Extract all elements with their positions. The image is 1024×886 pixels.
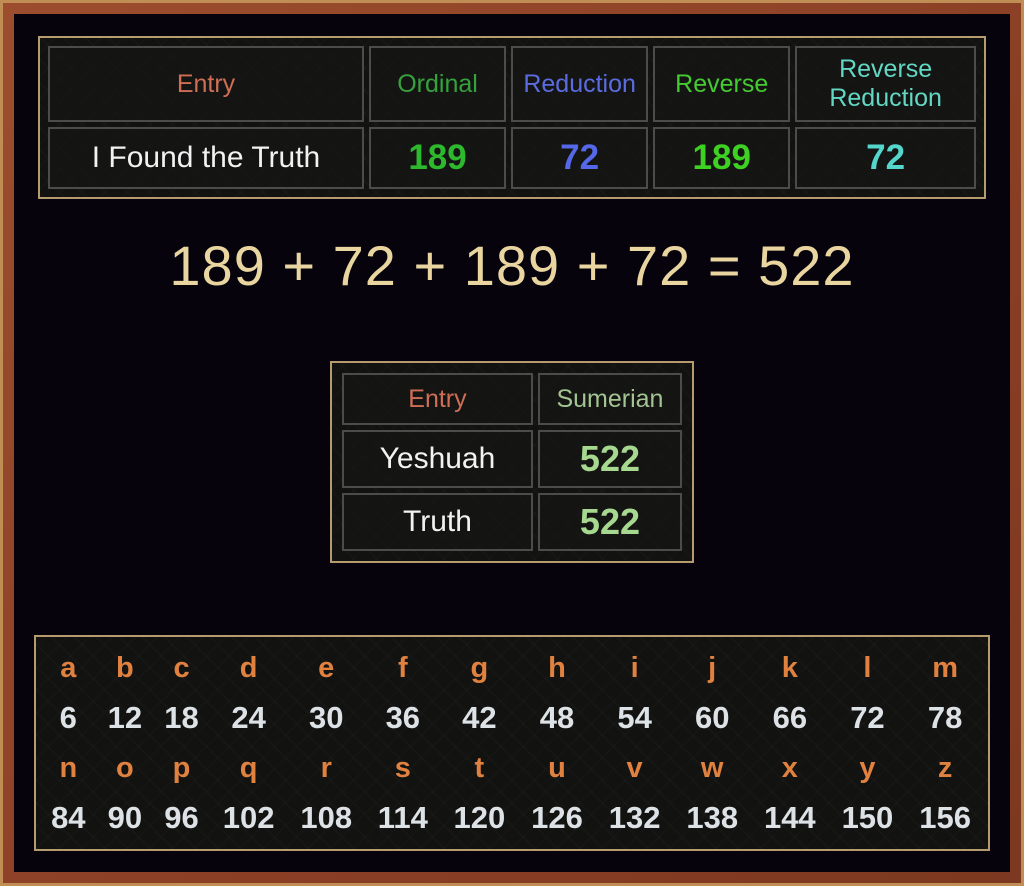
- sumerian-header-row: Entry Sumerian: [342, 373, 682, 425]
- cipher-value-cell: 144: [763, 800, 816, 835]
- cipher-value-cell: 90: [107, 800, 143, 835]
- sumerian-row-truth: Truth 522: [342, 493, 682, 551]
- cipher-value-cell: 84: [51, 800, 86, 835]
- cipher-letter-cell: f: [397, 651, 408, 684]
- sumerian-row-yeshuah: Yeshuah 522: [342, 430, 682, 488]
- reverse-value-cell[interactable]: 189: [653, 127, 791, 189]
- cipher-value-cell: 132: [608, 800, 661, 835]
- cipher-value-cell: 42: [462, 700, 497, 735]
- cipher-value-cell: 126: [531, 800, 583, 835]
- sumerian-value-cell[interactable]: 522: [537, 430, 682, 488]
- cipher-letter-cell: c: [173, 651, 190, 684]
- cipher-letters-row-1: a b c d e f g h i j k l m: [40, 643, 984, 693]
- cipher-value-cell: 36: [385, 700, 421, 735]
- results-header-row: Entry Ordinal Reduction Reverse Reverse …: [48, 46, 976, 122]
- ordinal-value-cell[interactable]: 189: [368, 127, 507, 189]
- cipher-letter-cell: t: [474, 751, 485, 784]
- cipher-letter-cell: e: [318, 651, 335, 684]
- cipher-letter-cell: g: [470, 651, 489, 684]
- sum-equation: 189 + 72 + 189 + 72 = 522: [169, 234, 855, 297]
- cipher-value-cell: 18: [164, 700, 199, 735]
- cipher-letter-cell: p: [172, 751, 191, 784]
- reduction-value-cell[interactable]: 72: [511, 127, 649, 189]
- cipher-letter-cell: m: [932, 651, 959, 684]
- cipher-letter-cell: l: [863, 651, 872, 684]
- cipher-letter-cell: s: [394, 751, 411, 784]
- cipher-values-row-2: 84 90 96 102 108 114 120 126 132 138 144…: [40, 793, 984, 843]
- reverse-column-header[interactable]: Reverse: [653, 46, 791, 122]
- sumerian-value-cell[interactable]: 522: [537, 493, 682, 551]
- cipher-letter-cell: u: [548, 751, 566, 784]
- cipher-letter-cell: z: [937, 751, 953, 784]
- main-content: Entry Ordinal Reduction Reverse Reverse …: [14, 14, 1010, 872]
- cipher-letters-row-2: n o p q r s t u v w x y z: [40, 743, 984, 793]
- cipher-value-cell: 78: [927, 700, 963, 735]
- cipher-letter-cell: v: [626, 751, 643, 784]
- cipher-value-cell: 150: [841, 800, 894, 835]
- cipher-letter-cell: k: [781, 651, 798, 684]
- cipher-value-cell: 24: [231, 700, 266, 735]
- cipher-letter-cell: h: [548, 651, 566, 684]
- cipher-value-cell: 54: [617, 700, 652, 735]
- cipher-value-cell: 60: [694, 700, 730, 735]
- cipher-value-cell: 102: [222, 800, 275, 835]
- cipher-value-cell: 156: [919, 800, 971, 835]
- ordinal-column-header[interactable]: Ordinal: [368, 46, 507, 122]
- cipher-letter-cell: a: [60, 651, 77, 684]
- entry-phrase-cell: Truth: [342, 493, 533, 551]
- cipher-letter-cell: n: [59, 751, 78, 784]
- gematria-results-table: Entry Ordinal Reduction Reverse Reverse …: [38, 36, 986, 199]
- cipher-value-cell: 6: [59, 700, 77, 735]
- results-data-row: I Found the Truth 189 72 189 72: [48, 127, 976, 189]
- cipher-letter-cell: d: [239, 651, 258, 684]
- cipher-letter-cell: x: [781, 751, 798, 784]
- cipher-value-cell: 108: [300, 800, 353, 835]
- cipher-value-cell: 114: [377, 800, 428, 835]
- reverse-reduction-column-header[interactable]: Reverse Reduction: [795, 46, 976, 122]
- sumerian-matches-table: Entry Sumerian Yeshuah 522 Truth 522: [330, 361, 694, 563]
- reduction-column-header[interactable]: Reduction: [511, 46, 649, 122]
- cipher-value-cell: 12: [107, 700, 143, 735]
- cipher-letter-cell: o: [116, 751, 134, 784]
- cipher-letter-cell: i: [630, 651, 639, 684]
- entry-column-header[interactable]: Entry: [342, 373, 533, 425]
- cipher-letter-cell: j: [708, 651, 717, 684]
- cipher-letter-cell: w: [700, 751, 724, 784]
- cipher-letter-cell: b: [116, 651, 134, 684]
- entry-phrase-cell: Yeshuah: [342, 430, 533, 488]
- sumerian-column-header[interactable]: Sumerian: [537, 373, 682, 425]
- brick-border: Entry Ordinal Reduction Reverse Reverse …: [3, 3, 1021, 883]
- cipher-letter-cell: y: [859, 751, 876, 784]
- cipher-value-cell: 120: [453, 800, 506, 835]
- cipher-letter-cell: r: [320, 751, 332, 784]
- cipher-value-cell: 66: [772, 700, 808, 735]
- cipher-letter-cell: q: [239, 751, 258, 784]
- cipher-value-cell: 96: [164, 800, 199, 835]
- cipher-value-cell: 48: [539, 700, 575, 735]
- cipher-value-cell: 72: [850, 700, 885, 735]
- cipher-value-cell: 30: [309, 700, 344, 735]
- cipher-letter-chart: a b c d e f g h i j k l m 6 12 18 24 30 …: [34, 635, 990, 851]
- entry-column-header[interactable]: Entry: [48, 46, 364, 122]
- entry-phrase-cell: I Found the Truth: [48, 127, 364, 189]
- cipher-values-row-1: 6 12 18 24 30 36 42 48 54 60 66 72 78: [40, 693, 984, 743]
- reverse-reduction-value-cell[interactable]: 72: [795, 127, 976, 189]
- cipher-value-cell: 138: [686, 800, 739, 835]
